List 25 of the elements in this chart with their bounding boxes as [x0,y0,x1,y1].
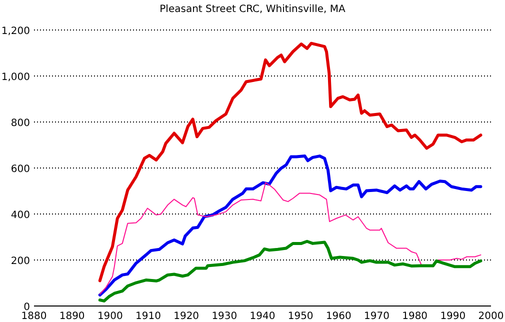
line-series [98,42,482,282]
x-tick-label: 1890 [59,311,85,322]
y-tick-label: 1,200 [1,26,30,37]
line-series [99,182,482,295]
x-tick-label: 1910 [136,311,161,322]
x-tick-label: 1900 [97,311,123,322]
x-tick-label: 1930 [212,311,238,322]
chart-title: Pleasant Street CRC, Whitinsville, MA [160,4,346,15]
x-tick-label: 1990 [440,311,466,322]
line-series [98,154,482,296]
y-tick-label: 200 [10,256,30,267]
x-tick-label: 1920 [174,311,200,322]
x-tick-label: 1940 [250,311,276,322]
x-tick-label: 1880 [21,311,47,322]
y-tick-label: 1,000 [1,72,30,83]
x-tick-label: 1980 [402,311,428,322]
x-tick-label: 1960 [326,311,352,322]
y-tick-label: 400 [10,210,30,221]
x-tick-label: 1950 [288,311,314,322]
line-series [98,240,482,302]
y-tick-label: 600 [10,164,30,175]
x-tick-label: 1970 [364,311,390,322]
x-tick-label: 2000 [478,311,504,322]
y-tick-label: 800 [10,118,30,129]
y-tick-label: 0 [24,302,30,313]
